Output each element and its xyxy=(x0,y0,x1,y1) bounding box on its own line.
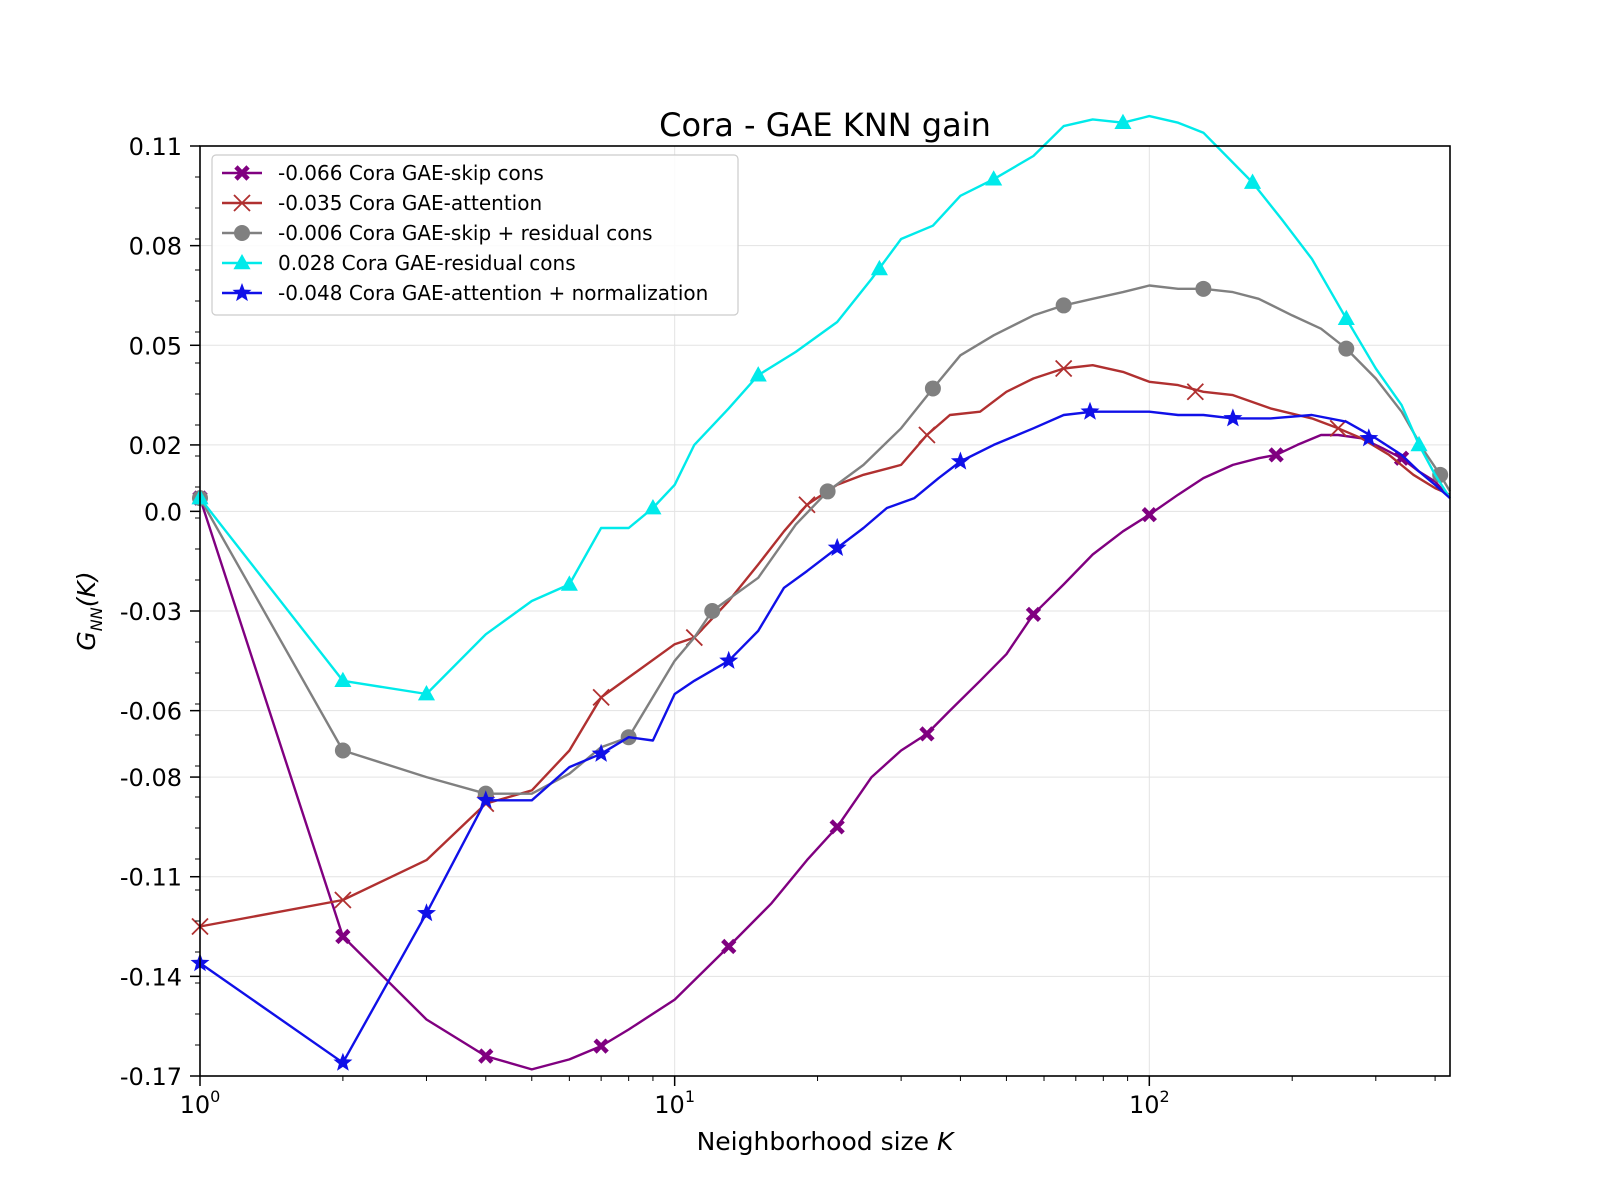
y-axis-label-arg: (K) xyxy=(72,571,101,607)
series-marker xyxy=(334,891,352,909)
series-layer xyxy=(190,113,1452,1071)
y-tick-label: -0.06 xyxy=(120,698,182,726)
y-tick-label: -0.14 xyxy=(120,963,182,991)
series-marker xyxy=(417,685,436,701)
series-marker xyxy=(334,671,352,688)
series-marker xyxy=(719,650,739,669)
legend-swatch-marker xyxy=(234,225,250,241)
series-marker xyxy=(1080,401,1100,420)
x-tick-label-base: 10 xyxy=(1129,1091,1160,1119)
series-marker xyxy=(1268,447,1284,463)
series-marker xyxy=(721,938,737,955)
series-marker xyxy=(591,743,611,762)
chart-title: Cora - GAE KNN gain xyxy=(659,106,991,144)
series-marker xyxy=(1359,428,1379,447)
series-marker xyxy=(592,688,610,706)
legend-entry-label: 0.028 Cora GAE-residual cons xyxy=(278,251,576,275)
series-marker xyxy=(334,742,351,759)
series-marker xyxy=(476,790,496,809)
x-tick-label: 100 xyxy=(180,1087,221,1119)
series-marker xyxy=(1410,435,1428,452)
legend-entry-label: -0.035 Cora GAE-attention xyxy=(278,191,542,215)
x-tick-label-base: 10 xyxy=(654,1091,685,1119)
series-marker xyxy=(918,426,936,444)
series-marker xyxy=(829,819,845,835)
series-marker xyxy=(1141,507,1157,523)
series-marker xyxy=(870,259,888,276)
x-tick-label: 101 xyxy=(654,1087,695,1119)
y-tick-label: 0.11 xyxy=(129,133,182,161)
series-1 xyxy=(192,433,1451,1071)
series-marker xyxy=(1337,309,1355,326)
legend-swatch-marker xyxy=(233,194,251,212)
series-marker xyxy=(749,366,767,382)
series-marker xyxy=(335,928,351,945)
series-marker xyxy=(827,537,847,556)
legend-entry-label: -0.006 Cora GAE-skip + residual cons xyxy=(278,221,653,245)
series-marker xyxy=(1025,606,1042,622)
series-marker xyxy=(1055,297,1072,314)
y-tick-label: 0.05 xyxy=(129,332,182,360)
series-marker xyxy=(333,1052,353,1071)
series-marker xyxy=(1186,383,1204,401)
series-marker xyxy=(919,726,935,742)
legend: -0.066 Cora GAE-skip cons -0.035 Cora GAE… xyxy=(211,154,739,316)
series-marker xyxy=(1329,419,1347,437)
series-marker xyxy=(704,603,721,619)
x-tick-label-exponent: 0 xyxy=(210,1087,220,1106)
series-marker xyxy=(560,575,578,591)
series-marker xyxy=(1243,173,1262,189)
series-marker xyxy=(924,380,941,397)
legend-swatch-marker xyxy=(234,165,250,181)
y-axis-label-main: G xyxy=(72,631,101,650)
legend-swatch-marker xyxy=(233,254,251,270)
y-tick-label: -0.11 xyxy=(120,864,182,892)
series-marker xyxy=(798,496,816,514)
series-marker xyxy=(478,1048,494,1064)
series-marker xyxy=(1338,340,1355,357)
series-marker xyxy=(593,1038,609,1054)
x-tick-label-exponent: 1 xyxy=(685,1087,695,1106)
x-axis-label: Neighborhood size K xyxy=(697,1127,956,1156)
y-tick-label: 0.0 xyxy=(144,498,182,526)
legend-swatch-marker xyxy=(232,283,252,302)
series-marker xyxy=(1195,280,1212,297)
y-tick-label: 0.08 xyxy=(129,233,182,261)
tick-layer: 0.11 0.08 0.05 0.02 0.0 -0.03 -0.06 -0.08 -0.11 -… xyxy=(120,133,1436,1119)
y-tick-label: -0.08 xyxy=(120,764,182,792)
series-marker xyxy=(644,499,662,515)
series-line xyxy=(199,114,1452,696)
x-tick-label: 102 xyxy=(1129,1087,1170,1119)
y-tick-label: -0.03 xyxy=(120,598,182,626)
y-tick-label: 0.02 xyxy=(129,432,182,460)
x-tick-label-base: 10 xyxy=(180,1091,211,1119)
x-axis-label-text: Neighborhood size xyxy=(697,1127,929,1156)
y-tick-label: -0.17 xyxy=(120,1063,182,1091)
legend-entry-label: -0.066 Cora GAE-skip cons xyxy=(278,161,544,185)
series-marker xyxy=(985,170,1003,186)
legend-box xyxy=(211,154,739,316)
y-axis-label-sub: NN xyxy=(87,607,106,631)
series-4 xyxy=(191,113,1452,701)
y-axis-label: GNN(K) xyxy=(72,571,106,650)
legend-entry-label: -0.048 Cora GAE-attention + normalizatio… xyxy=(278,281,708,305)
series-marker xyxy=(950,451,970,470)
series-marker xyxy=(1055,359,1073,378)
series-marker xyxy=(417,903,436,922)
series-marker xyxy=(1432,466,1449,483)
series-marker xyxy=(819,483,836,500)
series-marker xyxy=(1223,408,1243,427)
x-axis-label-var: K xyxy=(937,1127,956,1156)
x-tick-label-exponent: 2 xyxy=(1159,1087,1169,1106)
series-marker xyxy=(1114,113,1132,130)
